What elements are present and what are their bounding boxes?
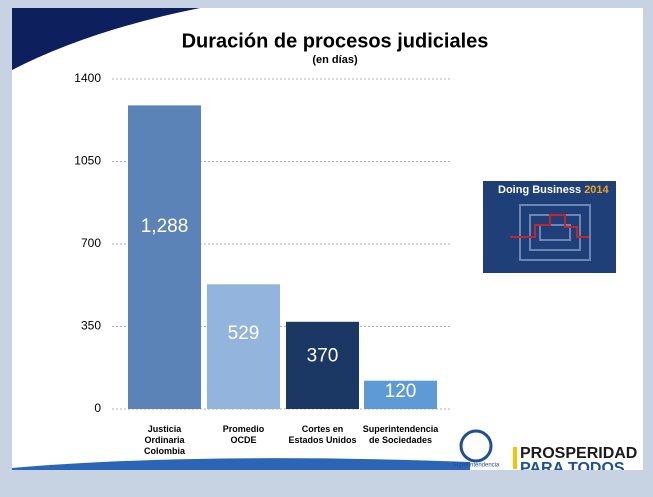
value-label: 120 bbox=[385, 381, 417, 402]
bottom-margin bbox=[0, 470, 653, 497]
y-tick-label: 700 bbox=[81, 236, 101, 250]
value-label: 370 bbox=[307, 346, 339, 367]
value-label: 529 bbox=[228, 323, 260, 344]
supersociedades-logo bbox=[461, 431, 491, 461]
y-tick-label: 1050 bbox=[74, 154, 101, 168]
x-tick-label: Superintendencia de Sociedades bbox=[351, 424, 451, 446]
bar bbox=[207, 284, 280, 409]
chart: Duración de procesos judiciales (en días… bbox=[0, 0, 653, 497]
y-tick-label: 1400 bbox=[74, 71, 101, 85]
logo-bar bbox=[513, 447, 517, 469]
doing-business-logo: Doing Business 2014 bbox=[483, 181, 616, 273]
slide: Duración de procesos judiciales (en días… bbox=[0, 0, 653, 497]
chart-subtitle: (en días) bbox=[312, 54, 358, 66]
supersociedades-text: Superintendencia bbox=[453, 463, 500, 469]
chart-title: Duración de procesos judiciales bbox=[182, 30, 489, 52]
bar bbox=[128, 105, 201, 409]
value-label: 1,288 bbox=[141, 216, 189, 237]
right-margin bbox=[643, 0, 653, 497]
y-tick-label: 350 bbox=[81, 319, 101, 333]
logo-text: Doing Business 2014 bbox=[498, 184, 610, 196]
y-tick-label: 0 bbox=[94, 401, 101, 415]
